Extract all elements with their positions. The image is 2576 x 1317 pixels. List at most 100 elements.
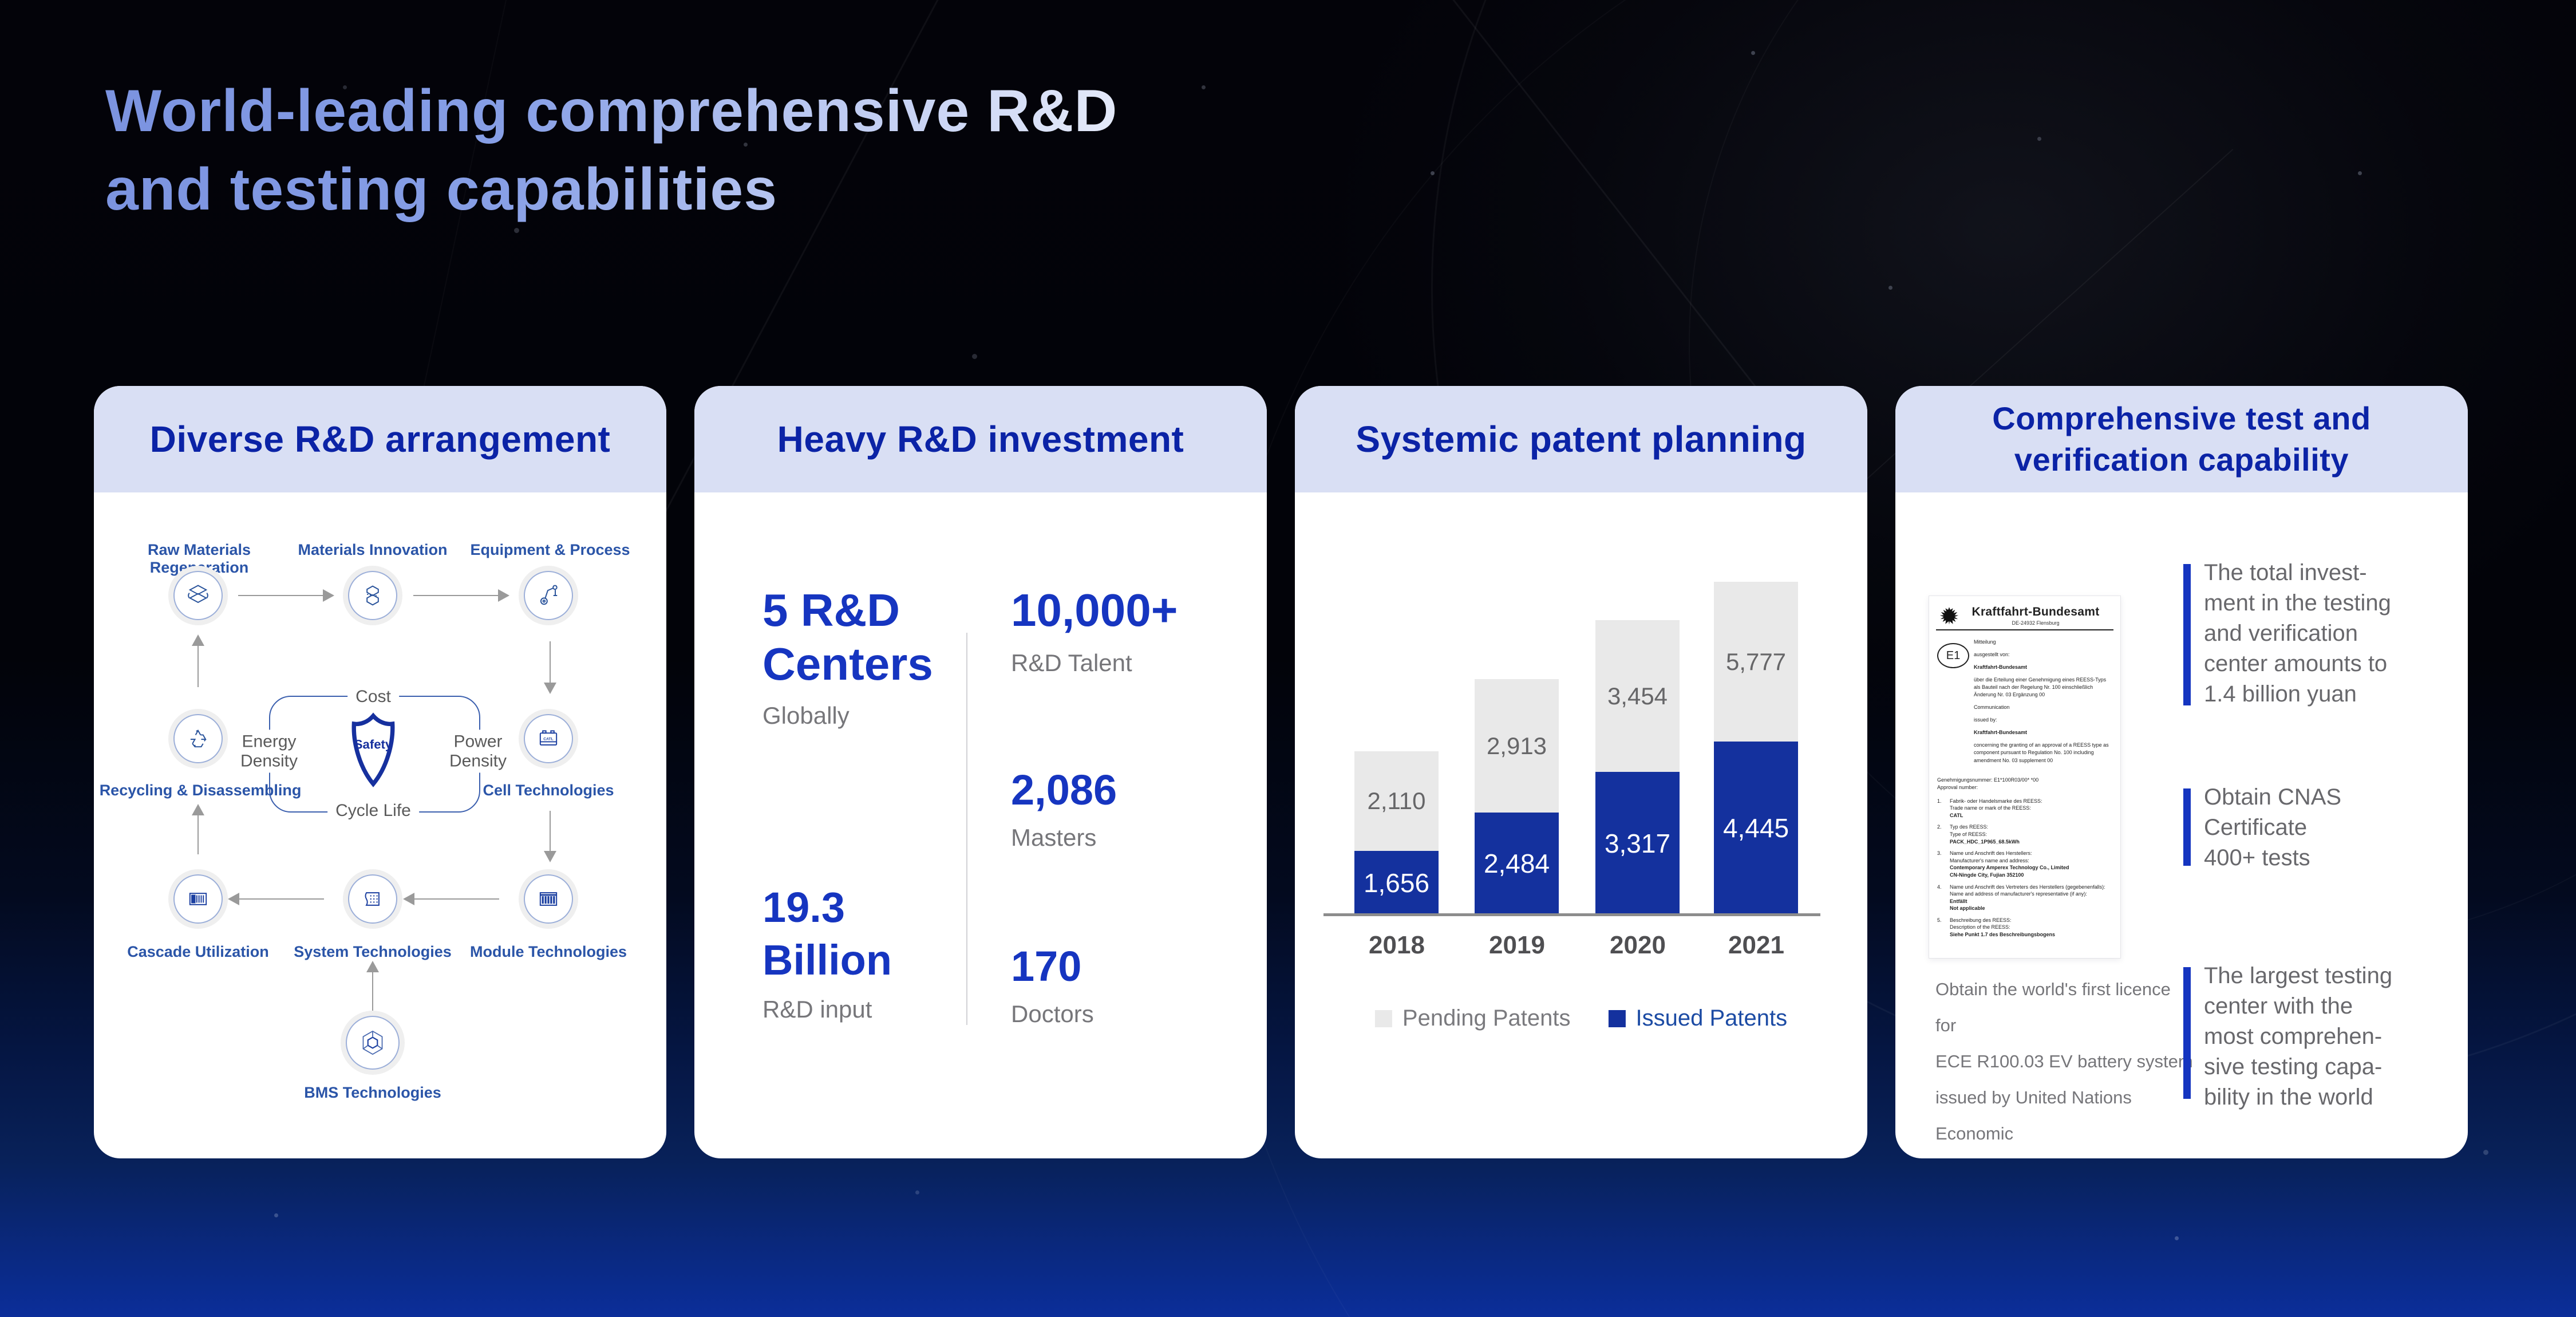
certificate-item: 2. Typ des REESS: Type of REESS: PACK_HDC_1… [1937,823,2112,845]
stat-label-globally: Globally [762,702,850,729]
certificate-line: Communication [1974,704,2010,711]
pending-segment: 3,454 [1595,620,1680,772]
bar-2020: 3,454 3,317 [1595,620,1680,914]
node-label-bms: BMS Technologies [304,1084,441,1101]
year-label-2020: 2020 [1610,931,1666,959]
certificate-item-body: Beschreibung des REESS: Description of th… [1950,917,2112,939]
pending-segment: 2,913 [1475,679,1559,813]
arrow-line [238,595,323,596]
certificate-authority: Kraftfahrt-Bundesamt [1971,605,2100,618]
certificate-item-body: Name und Anschrift des Vertreters des He… [1950,884,2112,912]
star-dots-decor [0,0,3,3]
card-patent-planning-header: Systemic patent planning [1295,386,1867,492]
node-label-equipment-process: Equipment & Process [470,541,630,558]
arrow-down-icon [544,683,556,694]
cycle-label-power-density: Power Density [441,730,515,773]
arrow-up-icon [366,961,379,972]
equipment-process-icon [519,566,578,625]
stats-divider [966,633,967,1025]
arrow-line [550,811,551,851]
issued-segment: 4,445 [1714,742,1798,914]
bar-2019: 2,913 2,484 [1475,679,1559,914]
arrow-line [413,595,498,596]
certificate-item-de: Fabrik- oder Handelsmarke des REESS: [1950,798,2042,804]
stat-doctors: 170 [1011,940,1081,993]
x-axis-line [1323,913,1820,916]
highlight-accent-bar [2183,967,2191,1099]
stat-label-rd-talent: R&D Talent [1011,649,1132,676]
node-label-recycling: Recycling & Disassembling [99,782,302,799]
page-title: World-leading comprehensive R&D and test… [105,72,1117,229]
stat-rd-input: 19.3 Billion [762,881,892,987]
certificate-item-de: Name und Anschrift des Vertreters des He… [1950,884,2105,890]
kba-certificate-document: Kraftfahrt-Bundesamt DE-24932 Flensburg … [1929,596,2121,959]
cycle-label-cycle-life: Cycle Life [327,799,419,823]
certificate-item: 1. Fabrik- oder Handelsmarke des REESS: Tr… [1937,798,2112,819]
certificate-authority-sub: DE-24932 Flensburg [2012,620,2060,626]
issued-legend-label: Issued Patents [1635,1006,1788,1031]
stat-value-line: 170 [1011,943,1082,990]
certificate-line: Kraftfahrt-Bundesamt [1974,664,2028,671]
safety-shield-icon: Safety [350,712,397,791]
cycle-label-energy-density: Energy Density [232,730,306,773]
certificate-item-de: Beschreibung des REESS: [1950,917,2012,923]
icon-ring [348,874,397,924]
stat-rd-centers: 5 R&D Centers [762,583,933,691]
stat-rd-talent: 10,000+ [1011,583,1178,637]
certificate-item: 4. Name und Anschrift des Vertreters des … [1937,884,2112,912]
issued-segment: 2,484 [1475,813,1559,914]
icon-ring [173,571,223,620]
certificate-line: issued by: [1974,717,1997,723]
arrow-up-icon [192,634,204,646]
certificate-item-value: PACK_HDC_1P965_68.5kWh [1950,838,2020,845]
shield-text: Safety [354,738,393,752]
card-rd-arrangement: Diverse R&D arrangement Raw Materials Re… [94,386,666,1158]
e1-badge: E1 [1937,638,1974,770]
highlight-accent-bar [2183,788,2191,866]
arrow-line [372,971,373,1011]
certificate-mid: E1 Mitteilung ausgestellt von: Kraftfahrt-… [1937,638,2112,770]
certificate-item-en: Manufacturer's name and address: [1950,857,2029,863]
certificate-item-value: Entfällt Not applicable [1950,898,1985,912]
certificate-item-number: 3. [1937,850,1942,857]
card-test-verification: Comprehensive test and verification capa… [1895,386,2468,1158]
stat-value-line: Centers [762,638,933,689]
page-title-line2: and testing capabilities [105,156,778,223]
pending-legend-label: Pending Patents [1402,1006,1571,1031]
issued-segment: 1,656 [1354,851,1439,914]
certificate-item-value: CATL [1950,812,1963,818]
certificate-item: 5. Beschreibung des REESS: Description of … [1937,917,2112,939]
issued-legend-swatch [1608,1010,1626,1027]
certificate-line: Kraftfahrt-Bundesamt [1974,730,2028,736]
certificate-item-number: 4. [1937,884,1942,890]
issued-segment: 3,317 [1595,772,1680,914]
arrow-down-icon [544,851,556,862]
pending-value: 2,913 [1486,732,1547,759]
year-label-2021: 2021 [1728,931,1784,959]
icon-ring [524,571,573,620]
node-label-cell: Cell Technologies [483,782,614,799]
certificate-item-body: Fabrik- oder Handelsmarke des REESS: Trad… [1950,798,2112,819]
certificate-items: 1. Fabrik- oder Handelsmarke des REESS: Tr… [1937,798,2112,939]
icon-ring [346,1016,400,1070]
arrow-line [414,898,499,900]
stat-label-doctors: Doctors [1011,1000,1094,1027]
stat-value-line: Billion [762,936,892,984]
card-rd-arrangement-header: Diverse R&D arrangement [94,386,666,492]
arrow-line [197,645,199,687]
cascade-utilization-icon [168,869,228,929]
issued-value: 4,445 [1722,813,1789,843]
certificate-item-number: 1. [1937,798,1942,804]
pending-legend-swatch [1374,1010,1392,1027]
chart-legend: Pending Patents Issued Patents [1374,1006,1788,1031]
approval-number-en: Approval number: [1937,784,1978,791]
pending-value: 3,454 [1607,682,1668,709]
cell-brand-text: CATL [543,738,554,742]
card-rd-investment: Heavy R&D investment 5 R&D Centers Globa… [694,386,1267,1158]
certificate-item-value: Siehe Punkt 1.7 des Beschreibungsbogens [1950,932,2056,938]
raw-materials-icon [168,566,228,625]
licence-note: Obtain the world's first licence for ECE… [1935,979,2193,1143]
stat-label-rd-input: R&D input [762,996,872,1023]
bar-2021: 5,777 4,445 [1714,582,1798,914]
stat-value-line: 19.3 [762,884,846,931]
